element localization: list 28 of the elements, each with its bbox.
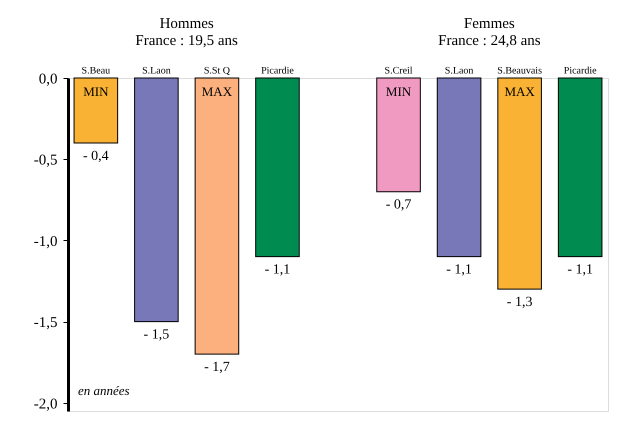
data-label: - 0,7	[386, 198, 412, 213]
x-tick-label: S.Beauvais	[497, 66, 542, 76]
data-label: - 1,1	[264, 262, 290, 278]
text: Femmes France : 24,8 ans	[438, 16, 541, 49]
y-tick-label: -0,5	[34, 152, 58, 169]
data-label: - 0,4	[83, 148, 109, 164]
annotation: en années	[78, 383, 130, 398]
text: Hommes France : 19,5 ans	[135, 16, 238, 49]
x-tick-label: S.Creil	[384, 66, 413, 76]
annotation: MIN	[83, 84, 110, 99]
annotation: MAX	[504, 84, 536, 99]
y-tick-label: -1,5	[34, 315, 58, 332]
data-label: - 1,5	[144, 328, 170, 343]
data-label: - 1,7	[204, 360, 230, 376]
annotation: MAX	[202, 84, 233, 99]
y-tick-label: 0,0	[38, 72, 58, 88]
data-label: - 1,1	[446, 262, 472, 278]
data-label: - 1,3	[506, 295, 532, 310]
x-tick-label: Picardie	[564, 66, 598, 76]
x-tick-label: S.Beau	[82, 66, 110, 76]
x-tick-label: S.St Q	[204, 66, 231, 76]
x-tick-label: S.Laon	[142, 66, 171, 76]
annotation: MIN	[386, 84, 412, 99]
y-tick-label: -1,0	[34, 234, 58, 250]
x-tick-label: S.Laon	[444, 66, 474, 76]
data-label: - 1,1	[567, 262, 593, 278]
y-tick-label: -2,0	[34, 396, 58, 412]
x-tick-label: Picardie	[261, 66, 294, 76]
